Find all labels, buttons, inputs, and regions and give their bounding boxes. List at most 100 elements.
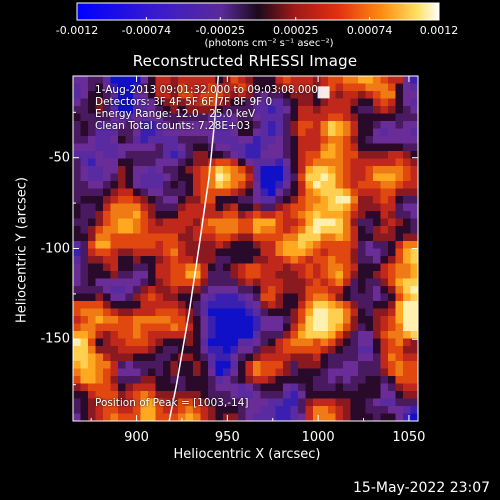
heatmap-cell bbox=[163, 121, 172, 130]
heatmap-cell bbox=[403, 98, 412, 107]
heatmap-cell bbox=[268, 113, 277, 122]
heatmap-cell bbox=[238, 173, 247, 182]
heatmap-cell bbox=[403, 233, 412, 242]
heatmap-cell bbox=[328, 151, 337, 160]
heatmap-cell bbox=[140, 286, 149, 295]
heatmap-cell bbox=[133, 308, 142, 317]
heatmap-cell bbox=[163, 173, 172, 182]
heatmap-cell bbox=[88, 323, 97, 332]
heatmap-cell bbox=[320, 158, 329, 167]
heatmap-cell bbox=[140, 413, 149, 421]
heatmap-cell bbox=[335, 391, 344, 400]
heatmap-cell bbox=[133, 98, 142, 107]
heatmap-cell bbox=[170, 143, 179, 152]
heatmap-cell bbox=[73, 391, 82, 400]
heatmap-cell bbox=[275, 136, 284, 145]
heatmap-cell bbox=[283, 218, 292, 227]
heatmap-cell bbox=[118, 128, 127, 137]
heatmap-cell bbox=[298, 346, 307, 355]
heatmap-cell bbox=[290, 256, 299, 265]
heatmap-cell bbox=[410, 413, 418, 421]
heatmap-cell bbox=[125, 76, 134, 85]
heatmap-cell bbox=[110, 173, 119, 182]
heatmap-cell bbox=[200, 76, 209, 85]
heatmap-cell bbox=[245, 188, 254, 197]
heatmap-cell bbox=[403, 143, 412, 152]
heatmap-cell bbox=[260, 218, 269, 227]
heatmap-cell bbox=[343, 106, 352, 115]
heatmap-cell bbox=[410, 241, 418, 250]
heatmap-cell bbox=[268, 383, 277, 392]
heatmap-cell bbox=[410, 158, 418, 167]
heatmap-cell bbox=[328, 76, 337, 85]
heatmap-cell bbox=[215, 263, 224, 272]
heatmap-cell bbox=[155, 256, 164, 265]
heatmap-cell bbox=[335, 226, 344, 235]
heatmap-cell bbox=[215, 256, 224, 265]
heatmap-cell bbox=[335, 286, 344, 295]
heatmap-cell bbox=[163, 83, 172, 92]
heatmap-cell bbox=[140, 323, 149, 332]
heatmap-cell bbox=[328, 98, 337, 107]
heatmap-cell bbox=[208, 203, 217, 212]
heatmap-cell bbox=[223, 233, 232, 242]
heatmap-cell bbox=[350, 278, 359, 287]
heatmap-cell bbox=[253, 241, 262, 250]
heatmap-cell bbox=[133, 233, 142, 242]
heatmap-cell bbox=[178, 83, 187, 92]
heatmap-cell bbox=[125, 136, 134, 145]
heatmap-cell bbox=[253, 203, 262, 212]
heatmap-cell bbox=[380, 248, 389, 257]
heatmap-cell bbox=[110, 76, 119, 85]
heatmap-cell bbox=[148, 331, 157, 340]
heatmap-cell bbox=[268, 263, 277, 272]
heatmap-cell bbox=[148, 361, 157, 370]
heatmap-cell bbox=[343, 301, 352, 310]
heatmap-cell bbox=[215, 226, 224, 235]
heatmap-cell bbox=[283, 136, 292, 145]
heatmap-cell bbox=[373, 196, 382, 205]
heatmap-cell bbox=[230, 203, 239, 212]
heatmap-cell bbox=[290, 151, 299, 160]
heatmap-cell bbox=[80, 353, 89, 362]
heatmap-cell bbox=[73, 346, 82, 355]
heatmap-cell bbox=[208, 316, 217, 325]
heatmap-cell bbox=[260, 106, 269, 115]
heatmap-cell bbox=[395, 226, 404, 235]
heatmap-cell bbox=[313, 151, 322, 160]
heatmap-cell bbox=[373, 286, 382, 295]
heatmap-cell bbox=[193, 203, 202, 212]
heatmap-cell bbox=[335, 91, 344, 100]
heatmap-cell bbox=[103, 98, 112, 107]
heatmap-cell bbox=[343, 218, 352, 227]
heatmap-cell bbox=[95, 196, 104, 205]
heatmap-cell bbox=[298, 181, 307, 190]
heatmap-cell bbox=[358, 106, 367, 115]
heatmap-cell bbox=[200, 256, 209, 265]
heatmap-cell bbox=[268, 353, 277, 362]
heatmap-cell bbox=[253, 143, 262, 152]
heatmap-cell bbox=[215, 166, 224, 175]
heatmap-cell bbox=[335, 323, 344, 332]
heatmap-cell bbox=[208, 278, 217, 287]
heatmap-cell bbox=[380, 76, 389, 85]
heatmap-cell bbox=[388, 256, 397, 265]
heatmap-cell bbox=[388, 98, 397, 107]
heatmap-cell bbox=[253, 83, 262, 92]
heatmap-cell bbox=[410, 263, 418, 272]
heatmap-cell bbox=[388, 353, 397, 362]
heatmap-cell bbox=[305, 233, 314, 242]
heatmap-cell bbox=[275, 308, 284, 317]
heatmap-cell bbox=[193, 158, 202, 167]
heatmap-cell bbox=[118, 83, 127, 92]
heatmap-cell bbox=[380, 391, 389, 400]
heatmap-cell bbox=[388, 263, 397, 272]
heatmap-cell bbox=[193, 301, 202, 310]
heatmap-cell bbox=[373, 278, 382, 287]
heatmap-cell bbox=[185, 331, 194, 340]
heatmap-cell bbox=[298, 196, 307, 205]
heatmap-cell bbox=[403, 286, 412, 295]
heatmap-cell bbox=[73, 338, 82, 347]
heatmap-cell bbox=[125, 113, 134, 122]
heatmap-cell bbox=[298, 136, 307, 145]
